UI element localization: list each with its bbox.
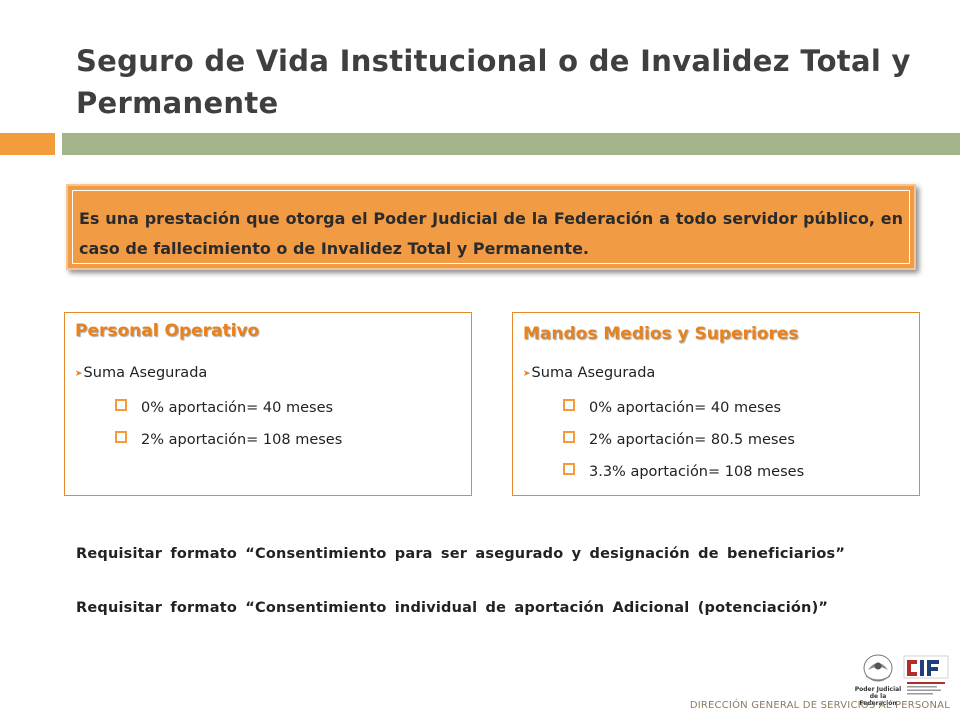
- square-bullet-icon: [563, 399, 575, 411]
- requirement-line: Requisitar formato “Consentimiento indiv…: [76, 600, 829, 616]
- list-item: 0% aportación= 40 meses: [563, 399, 781, 416]
- header-accent-bar-green: [62, 133, 960, 155]
- list-item: 2% aportación= 80.5 meses: [563, 431, 795, 448]
- square-bullet-icon: [563, 463, 575, 475]
- cjf-logo-icon: [903, 655, 949, 695]
- panel-personal-operativo: Personal Operativo ➤Suma Asegurada 0% ap…: [64, 312, 472, 496]
- pjf-logo-label: Poder Judicial de la Federación: [854, 686, 902, 707]
- list-item-label: 0% aportación= 40 meses: [141, 400, 334, 416]
- list-item-label: 2% aportación= 80.5 meses: [589, 432, 795, 448]
- header-accent-bar-orange: [0, 133, 55, 155]
- intro-callout-inner: Es una prestación que otorga el Poder Ju…: [72, 190, 910, 264]
- intro-text: Es una prestación que otorga el Poder Ju…: [79, 209, 903, 258]
- arrow-right-icon: ➤: [75, 369, 83, 379]
- list-item: 2% aportación= 108 meses: [115, 431, 342, 448]
- panel-title: Mandos Medios y Superiores: [523, 324, 799, 344]
- panel-title: Personal Operativo: [75, 321, 260, 341]
- list-item-label: 0% aportación= 40 meses: [589, 400, 782, 416]
- pjf-logo-icon: [863, 654, 893, 682]
- square-bullet-icon: [563, 431, 575, 443]
- intro-callout: Es una prestación que otorga el Poder Ju…: [66, 184, 916, 270]
- footer-department-label: DIRECCIÓN GENERAL DE SERVICIOS AL PERSON…: [689, 700, 950, 711]
- requirement-line: Requisitar formato “Consentimiento para …: [76, 546, 846, 562]
- page-title: Seguro de Vida Institucional o de Invali…: [76, 44, 911, 120]
- sub-item-label: Suma Asegurada: [83, 365, 208, 381]
- square-bullet-icon: [115, 399, 127, 411]
- list-item: 3.3% aportación= 108 meses: [563, 463, 804, 480]
- sub-item: ➤Suma Asegurada: [523, 365, 655, 381]
- sub-item-label: Suma Asegurada: [531, 365, 656, 381]
- list-item-label: 3.3% aportación= 108 meses: [589, 464, 805, 480]
- list-item-label: 2% aportación= 108 meses: [141, 432, 343, 448]
- square-bullet-icon: [115, 431, 127, 443]
- panel-mandos-medios: Mandos Medios y Superiores ➤Suma Asegura…: [512, 312, 920, 496]
- list-item: 0% aportación= 40 meses: [115, 399, 333, 416]
- sub-item: ➤Suma Asegurada: [75, 365, 207, 381]
- arrow-right-icon: ➤: [523, 369, 531, 379]
